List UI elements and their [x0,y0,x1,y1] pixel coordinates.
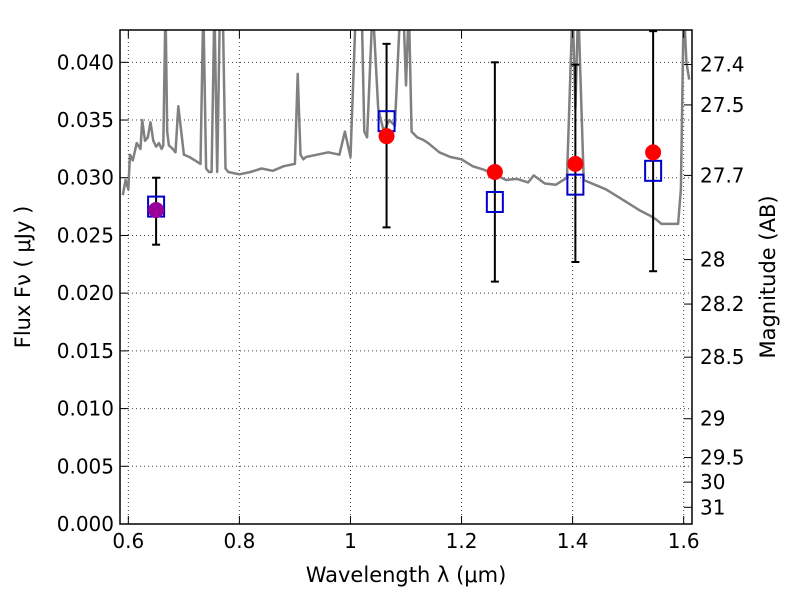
observed-point [567,155,584,172]
x-tick-label: 0.8 [223,529,255,553]
axis-ticks: 0.6 0.8 1 1.2 1.4 1.6 0.000 0.005 0.010 0.015 0.02… [57,30,745,553]
model-band-square [566,173,585,196]
mag-tick-label: 27.5 [700,93,745,117]
observed-points [148,128,662,219]
mag-tick-label: 29 [700,407,725,431]
x-tick-label: 1 [344,529,357,553]
y-tick-label: 0.015 [57,339,114,363]
mag-tick-label: 31 [700,495,725,519]
y-axis-label: Flux Fν ( μJy ) [11,206,35,349]
y-tick-label: 0.040 [57,50,114,74]
x-tick-label: 0.6 [112,529,144,553]
y-tick-label: 0.035 [57,108,114,132]
mag-tick-label: 27.4 [700,52,745,76]
y-tick-label: 0.005 [57,454,114,478]
mag-tick-label: 29.5 [700,446,745,470]
y-tick-label: 0.030 [57,166,114,190]
model-spectrum-line [121,30,691,226]
x-tick-label: 1.2 [446,529,478,553]
mag-tick-label: 28.2 [700,292,745,316]
x-tick-label: 1.6 [668,529,700,553]
mag-tick-label: 28 [700,248,725,272]
mag-tick-label: 28.5 [700,345,745,369]
y-axis-right-label: Magnitude (AB) [756,195,780,358]
axis-labels: Wavelength λ (μm) Flux Fν ( μJy ) Magnit… [11,195,780,587]
y-tick-label: 0.010 [57,397,114,421]
observed-point [378,128,395,145]
observed-point [148,202,165,219]
observed-point [645,144,662,161]
mag-tick-label: 30 [700,470,725,494]
model-band-square [644,159,663,182]
y-tick-label: 0.000 [57,512,114,536]
plot-frame [119,29,693,525]
model-spectrum [121,30,691,226]
model-band-markers [147,110,663,218]
y-tick-label: 0.025 [57,223,114,247]
mag-tick-label: 27.7 [700,163,745,187]
x-axis-label: Wavelength λ (μm) [306,563,507,587]
observed-point [486,163,503,180]
model-band-square [485,190,504,213]
x-tick-label: 1.4 [557,529,589,553]
y-tick-label: 0.020 [57,281,114,305]
